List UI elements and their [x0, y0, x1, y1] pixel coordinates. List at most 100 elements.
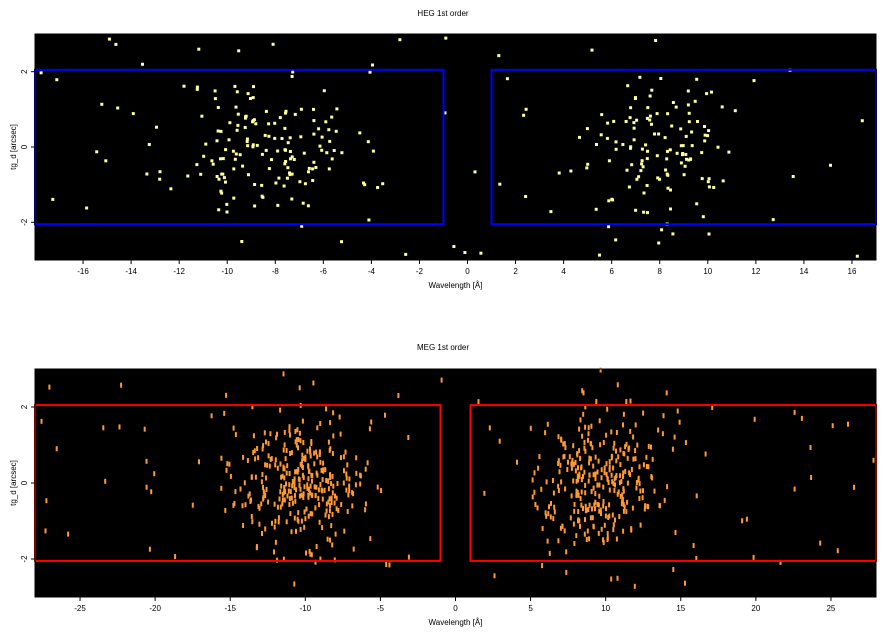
x-tick-label: 25 — [826, 604, 835, 613]
data-point — [577, 518, 579, 524]
data-point — [666, 186, 670, 190]
data-point — [575, 533, 578, 539]
x-tick-label: 10 — [601, 604, 610, 613]
data-point — [645, 116, 649, 120]
x-tick-label: -14 — [125, 267, 137, 276]
data-point — [706, 180, 710, 184]
data-point — [267, 134, 271, 138]
data-point — [290, 495, 293, 501]
data-point — [340, 502, 343, 507]
data-point — [309, 449, 312, 455]
data-point — [301, 201, 305, 205]
data-point — [516, 459, 518, 465]
data-point — [642, 191, 646, 195]
data-point — [634, 96, 637, 100]
data-point — [615, 430, 618, 435]
data-point — [322, 468, 325, 474]
data-point — [271, 42, 275, 46]
data-point — [612, 522, 615, 528]
data-point — [586, 528, 589, 534]
data-point — [217, 177, 221, 181]
data-point — [295, 487, 297, 493]
data-point — [564, 445, 567, 451]
data-point — [299, 135, 303, 139]
x-tick-label: 12 — [751, 267, 760, 276]
data-point — [242, 454, 245, 460]
data-point — [615, 458, 618, 464]
data-point — [348, 483, 351, 489]
data-point — [302, 440, 305, 445]
data-point — [299, 461, 302, 467]
data-point — [283, 429, 286, 435]
data-point — [575, 478, 578, 484]
data-point — [600, 511, 602, 517]
data-point — [200, 114, 204, 118]
data-point — [564, 486, 567, 492]
data-point — [247, 493, 250, 499]
data-point — [592, 472, 595, 478]
data-point — [269, 431, 272, 437]
data-point — [602, 484, 605, 490]
data-point — [283, 148, 287, 152]
data-point — [586, 162, 590, 166]
data-point — [613, 488, 616, 493]
data-point — [271, 520, 273, 526]
data-point — [544, 510, 547, 516]
data-point — [604, 513, 607, 519]
data-point — [610, 455, 613, 461]
data-point — [540, 486, 543, 492]
data-point — [262, 443, 265, 449]
data-point — [343, 468, 345, 474]
data-point — [216, 106, 220, 109]
data-point — [695, 77, 699, 81]
data-point — [647, 443, 650, 449]
data-point — [710, 90, 713, 94]
data-point — [622, 502, 625, 507]
data-point — [250, 514, 253, 519]
data-point — [311, 493, 314, 499]
data-point — [557, 488, 560, 494]
x-tick-label: -4 — [368, 267, 376, 276]
data-point — [522, 113, 526, 117]
data-point — [473, 170, 477, 174]
data-point — [363, 183, 367, 187]
data-point — [243, 126, 247, 129]
data-point — [288, 171, 291, 175]
data-point — [340, 455, 342, 461]
data-point — [234, 432, 237, 438]
data-point — [352, 491, 355, 497]
data-point — [635, 480, 638, 485]
data-point — [629, 106, 633, 110]
x-tick-label: 10 — [703, 267, 712, 276]
data-point — [281, 497, 284, 503]
data-point — [562, 441, 565, 447]
data-point — [524, 107, 528, 111]
data-point — [260, 183, 264, 187]
data-point — [335, 107, 339, 111]
data-point — [371, 149, 375, 153]
data-point — [587, 431, 590, 437]
data-point — [557, 461, 560, 466]
data-point — [578, 426, 581, 432]
data-point — [335, 495, 338, 501]
data-point — [578, 135, 581, 139]
data-point — [598, 482, 601, 488]
data-point — [569, 169, 573, 173]
data-point — [655, 112, 659, 116]
data-point — [318, 502, 321, 508]
data-point — [627, 446, 630, 452]
data-point — [264, 109, 268, 113]
data-point — [158, 170, 162, 174]
data-point — [388, 562, 391, 568]
data-point — [297, 476, 300, 482]
data-point — [243, 480, 246, 486]
data-point — [606, 531, 609, 537]
data-point — [573, 508, 576, 514]
data-point — [329, 537, 331, 543]
data-point — [262, 484, 264, 490]
data-point — [282, 184, 286, 188]
data-point — [582, 390, 585, 396]
data-point — [645, 454, 648, 460]
data-point — [614, 140, 618, 144]
data-point — [650, 88, 654, 92]
